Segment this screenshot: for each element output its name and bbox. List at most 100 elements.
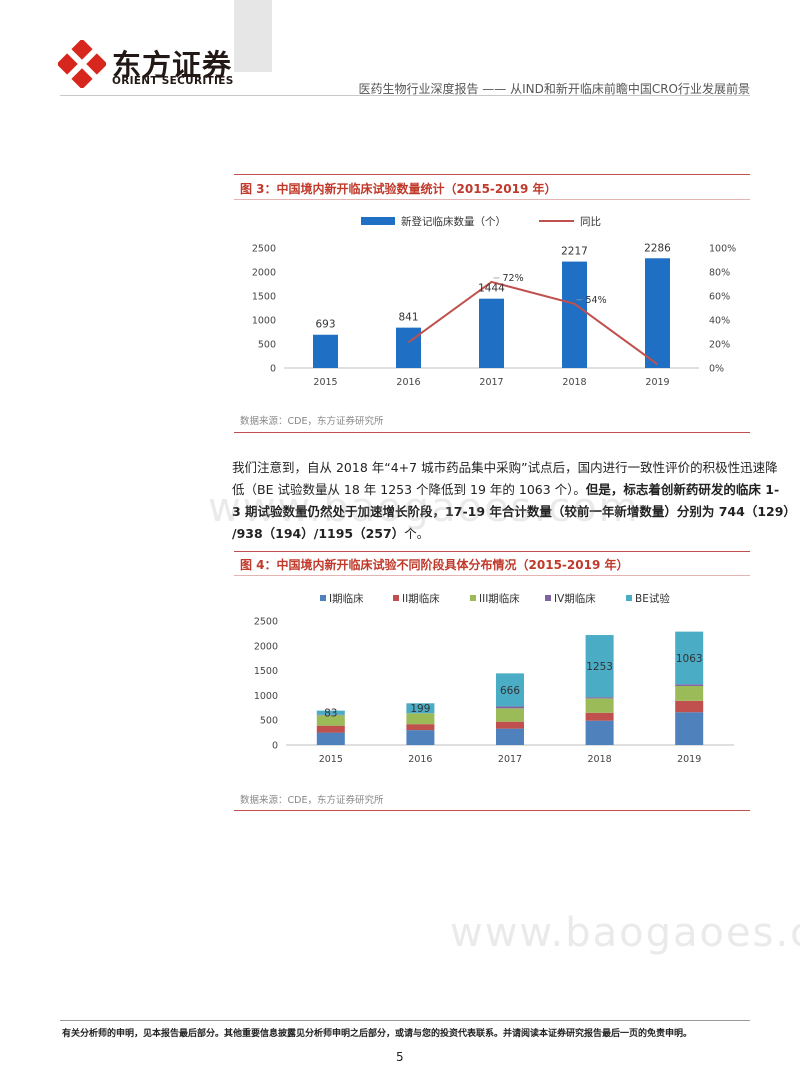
figure4-title: 图 4：中国境内新开临床试验不同阶段具体分布情况（2015-2019 年）	[240, 558, 629, 572]
figure4-top-rule	[234, 551, 750, 552]
page-number: 5	[396, 1050, 404, 1064]
stacked-bar-segment	[496, 721, 524, 729]
legend-swatch	[393, 595, 399, 601]
stacked-bar-segment	[496, 708, 524, 722]
line-data-label: 54%	[586, 295, 607, 306]
stacked-bar-segment	[585, 712, 614, 721]
x-tick-label: 2019	[645, 377, 669, 388]
header-gray-band	[234, 0, 272, 72]
stacked-bar-segment	[406, 724, 435, 731]
figure3-title: 图 3：中国境内新开临床试验数量统计（2015-2019 年）	[240, 182, 557, 196]
paragraph-line-4-normal: 个。	[404, 526, 430, 541]
y-left-tick-label: 500	[258, 340, 276, 351]
logo-english-name: ORIENT SECURITIES	[112, 75, 234, 87]
y-left-tick-label: 2500	[252, 244, 276, 255]
stacked-bar-segment	[675, 685, 704, 701]
bar	[479, 298, 504, 368]
figure3-chart: 新登记临床数量（个） 同比 0 500 1000 1500 2000 2500 0% 20% 4…	[252, 215, 736, 388]
legend-swatch-bar	[361, 217, 395, 225]
y-tick-label: 1000	[254, 691, 278, 702]
be-data-label: 1253	[586, 661, 613, 673]
bar-data-label: 2217	[561, 246, 588, 258]
legend-label: I期临床	[329, 592, 364, 605]
figure4-chart: I期临床 II期临床 III期临床 IV期临床 BE试验 0 500 1000 1500 200…	[254, 592, 734, 765]
logo-chinese-name: 东方证券	[112, 48, 233, 82]
stacked-bar-segment	[316, 715, 345, 726]
x-tick-label: 2017	[479, 377, 503, 388]
y-tick-label: 0	[272, 741, 278, 752]
x-tick-label: 2015	[319, 754, 343, 765]
footer-disclaimer: 有关分析师的申明，见本报告最后部分。其他重要信息披露见分析师申明之后部分，或请与…	[62, 1029, 693, 1039]
y-left-tick-label: 1000	[252, 316, 276, 327]
figure3-source: 数据来源：CDE，东方证券研究所	[240, 416, 384, 427]
legend-label-line: 同比	[580, 215, 601, 228]
legend-swatch	[470, 595, 476, 601]
x-tick-label: 2016	[396, 377, 420, 388]
bar	[396, 327, 421, 368]
figure4-source: 数据来源：CDE，东方证券研究所	[240, 795, 384, 806]
stacked-bar-segment	[496, 728, 524, 745]
stacked-bar-segment	[675, 712, 704, 745]
y-tick-label: 500	[260, 716, 278, 727]
body-paragraph: 我们注意到，自从 2018 年“4+7 城市药品集中采购”试点后，国内进行一致性…	[232, 457, 796, 545]
y-left-tick-label: 2000	[252, 268, 276, 279]
footer-divider	[60, 1020, 750, 1021]
bar-data-label: 841	[398, 312, 418, 324]
be-data-label: 199	[410, 703, 430, 715]
watermark-bottom: www.baogaoes.com	[450, 910, 800, 956]
legend-label: IV期临床	[554, 592, 596, 605]
be-data-label: 1063	[676, 653, 703, 665]
y-right-tick-label: 60%	[709, 292, 730, 303]
x-tick-label: 2017	[498, 754, 522, 765]
stacked-bar-segment	[316, 710, 345, 715]
figure4-legend: I期临床 II期临床 III期临床 IV期临床 BE试验	[320, 592, 670, 605]
stacked-bar-segment	[585, 720, 614, 745]
stacked-bar-segment	[406, 713, 435, 725]
legend-label: II期临床	[402, 592, 440, 605]
paragraph-line-2-normal: 低（BE 试验数量从 18 年 1253 个降低到 19 年的 1063 个）。	[232, 482, 586, 497]
y-left-tick-label: 1500	[252, 292, 276, 303]
paragraph-line-2-bold: 但是，标志着创新药研发的临床 1-	[585, 482, 780, 497]
y-tick-label: 1500	[254, 666, 278, 677]
stacked-bar-segment	[496, 673, 524, 707]
legend-label-bar: 新登记临床数量（个）	[401, 215, 506, 228]
stacked-bar-segment	[585, 698, 614, 713]
bar-data-label: 1444	[478, 283, 505, 295]
stacked-bar-segment	[496, 706, 524, 709]
stacked-bar-segment	[675, 700, 704, 713]
paragraph-line-3: 3 期试验数量仍然处于加速增长阶段，17-19 年合计数量（较前一年新增数量）分…	[232, 501, 796, 523]
stacked-bar-segment	[316, 725, 345, 733]
bar-data-label: 2286	[644, 242, 671, 254]
stacked-bar-segment	[406, 703, 435, 714]
y-right-tick-label: 0%	[709, 364, 724, 375]
legend-swatch	[320, 595, 326, 601]
stacked-bar-segment	[316, 732, 345, 745]
x-tick-label: 2019	[677, 754, 701, 765]
report-title: 医药生物行业深度报告 —— 从IND和新开临床前瞻中国CRO行业发展前景	[358, 82, 750, 96]
stacked-bar-segment	[406, 730, 435, 745]
stacked-bar-segment	[585, 635, 614, 698]
stacked-bar-segment	[675, 684, 704, 686]
legend-swatch	[626, 595, 632, 601]
bar	[562, 261, 587, 368]
x-tick-label: 2015	[313, 377, 337, 388]
yoy-line	[407, 280, 659, 366]
y-right-tick-label: 40%	[709, 316, 730, 327]
bar-data-label: 693	[315, 319, 335, 331]
watermark-top: www.baogaoes.com	[208, 485, 640, 531]
legend-label: BE试验	[635, 592, 670, 605]
paragraph-line-3-bold: 3 期试验数量仍然处于加速增长阶段，17-19 年合计数量（较前一年新增数量）分…	[232, 504, 796, 519]
figure3-title-rule	[234, 199, 750, 200]
be-data-label: 83	[324, 708, 337, 720]
orient-logo-icon	[58, 40, 106, 88]
figure3-bottom-rule	[234, 432, 750, 433]
legend-label: III期临床	[479, 592, 520, 605]
stacked-bar-segment	[675, 631, 704, 685]
stacked-bar-segment	[585, 697, 614, 699]
figure4-bottom-rule	[234, 810, 750, 811]
paragraph-line-4-bold: /938（194）/1195（257）	[232, 526, 405, 541]
y-right-tick-label: 100%	[709, 244, 736, 255]
bar	[645, 258, 670, 368]
x-tick-label: 2016	[408, 754, 432, 765]
y-left-tick-label: 0	[270, 364, 276, 375]
